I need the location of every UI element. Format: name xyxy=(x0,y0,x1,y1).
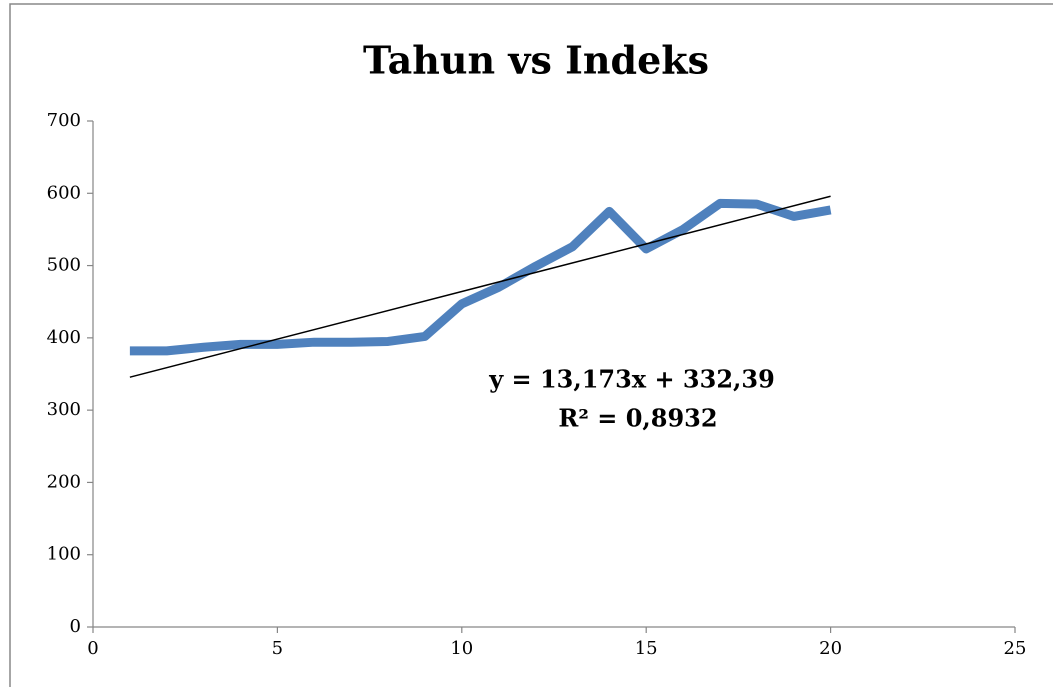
data-line xyxy=(129,198,832,356)
chart-title: Tahun vs Indeks xyxy=(363,38,709,83)
y-tick-label: 100 xyxy=(47,544,81,565)
trendline xyxy=(129,195,831,378)
y-tick-label: 700 xyxy=(47,110,81,131)
y-tick-label: 300 xyxy=(47,399,81,420)
x-tick-label: 10 xyxy=(450,638,473,659)
x-tick-label: 0 xyxy=(87,638,98,659)
y-tick-label: 400 xyxy=(47,327,81,348)
trendline-equation: y = 13,173x + 332,39 xyxy=(488,365,775,394)
y-tick-label: 200 xyxy=(47,471,81,492)
x-tick-label: 15 xyxy=(635,638,658,659)
x-tick-label: 5 xyxy=(272,638,283,659)
x-tick-label: 20 xyxy=(819,638,842,659)
y-tick-label: 500 xyxy=(47,255,81,276)
x-tick-label: 25 xyxy=(1004,638,1027,659)
trendline-r2: R² = 0,8932 xyxy=(558,404,717,433)
y-tick-label: 0 xyxy=(70,616,81,637)
y-tick-label: 600 xyxy=(47,182,81,203)
chart-border xyxy=(9,3,1053,687)
